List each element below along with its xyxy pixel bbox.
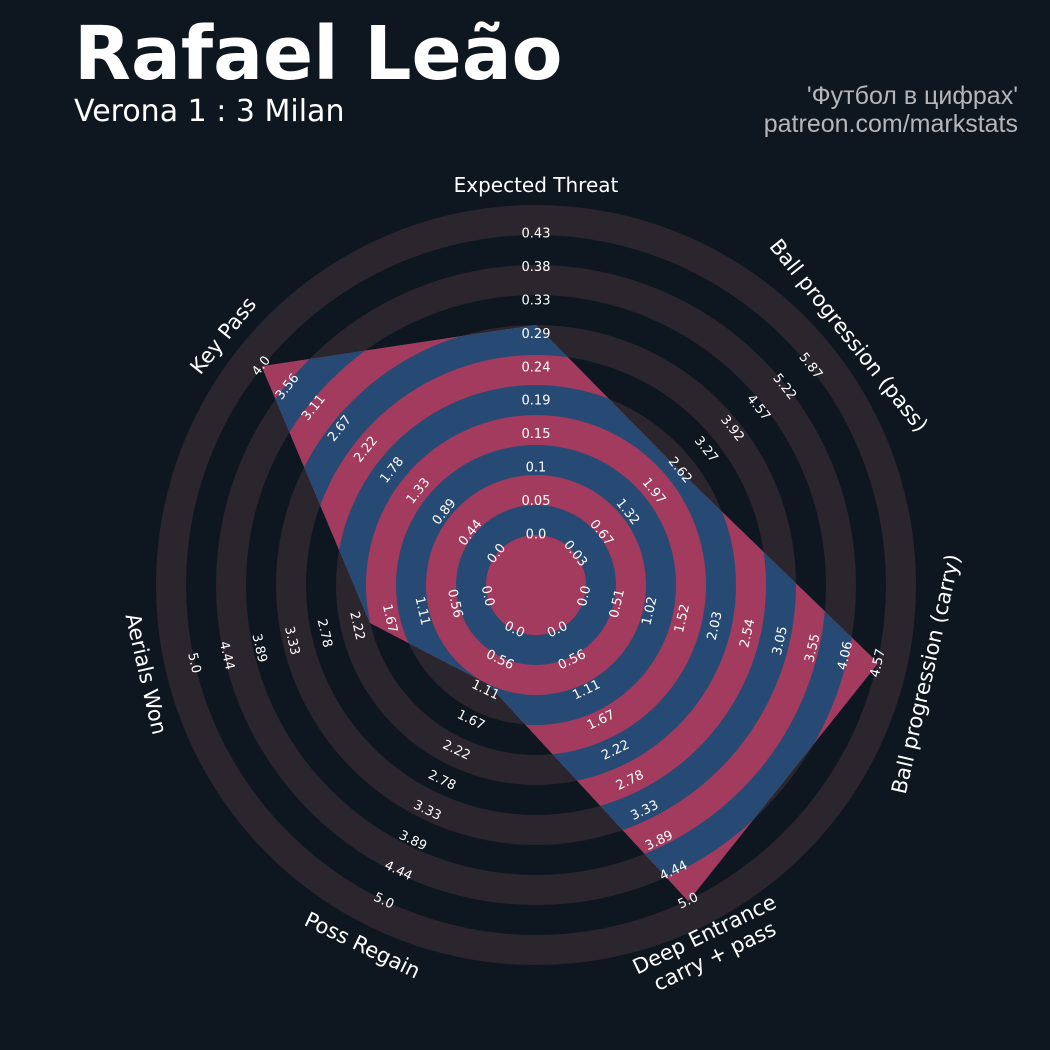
tick-label: 2.22: [346, 610, 367, 642]
credit-patreon-link: patreon.com/markstats: [763, 110, 1018, 138]
tick-label: 0.24: [522, 360, 551, 375]
tick-label: 0.43: [522, 227, 551, 242]
tick-label: 0.0: [575, 584, 594, 608]
tick-label: 3.89: [248, 632, 269, 664]
tick-label: 0.33: [522, 293, 551, 308]
tick-label: 0.0: [526, 528, 547, 543]
tick-label: 0.29: [522, 327, 551, 342]
tick-label: 3.05: [770, 625, 791, 657]
tick-label: 5.0: [184, 651, 203, 675]
tick-label: 4.44: [216, 640, 237, 672]
tick-label: 0.19: [522, 394, 551, 409]
player-name-title: Rafael Leão: [74, 11, 563, 97]
tick-label: 3.55: [802, 632, 823, 664]
tick-label: 2.78: [314, 618, 335, 650]
tick-label: 1.67: [379, 603, 400, 635]
axis-label: Expected Threat: [454, 173, 619, 197]
tick-label: 1.11: [411, 595, 432, 627]
tick-label: 0.51: [607, 588, 628, 620]
match-subtitle: Verona 1 : 3 Milan: [74, 94, 345, 129]
tick-label: 1.52: [672, 603, 693, 635]
tick-label: 1.02: [639, 595, 660, 627]
value-center-disc: [486, 535, 586, 635]
tick-label: 0.15: [522, 427, 551, 442]
tick-label: 4.57: [868, 647, 889, 679]
tick-label: 0.56: [444, 588, 465, 620]
tick-label: 0.1: [526, 461, 547, 476]
axis-label-line: Expected Threat: [454, 173, 619, 197]
tick-label: 2.54: [737, 618, 758, 650]
credit-channel: 'Футбол в цифрах': [806, 82, 1018, 110]
tick-label: 4.06: [835, 640, 856, 672]
tick-label: 0.38: [522, 260, 551, 275]
tick-label: 2.03: [705, 610, 726, 642]
tick-label: 0.05: [522, 494, 551, 509]
tick-label: 3.33: [281, 625, 302, 657]
tick-label: 0.0: [478, 584, 497, 608]
